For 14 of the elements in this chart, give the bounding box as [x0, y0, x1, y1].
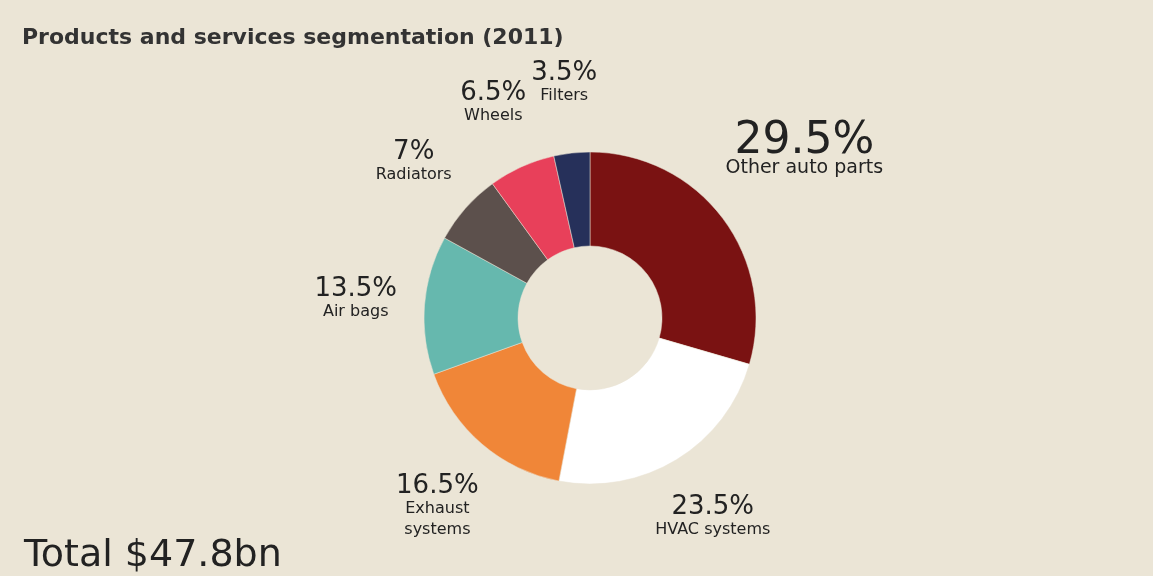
data-label: 23.5% [671, 490, 755, 521]
slice-label: Air bags [322, 300, 389, 320]
slice-label: Radiators [375, 163, 452, 183]
slice-label: Exhaust systems [404, 497, 471, 538]
data-label: 6.5% [460, 75, 527, 106]
slice-label: Filters [540, 85, 589, 105]
data-label: 3.5% [531, 56, 598, 87]
data-label: 7% [393, 134, 435, 165]
data-label: 13.5% [314, 271, 398, 302]
text: Total $47.8bn [23, 531, 282, 575]
slice-label: Wheels [464, 104, 523, 124]
data-label: 16.5% [396, 468, 479, 499]
chart-title: Products and services segmentation (2011) [22, 24, 564, 49]
slice-label: HVAC systems [655, 519, 771, 539]
